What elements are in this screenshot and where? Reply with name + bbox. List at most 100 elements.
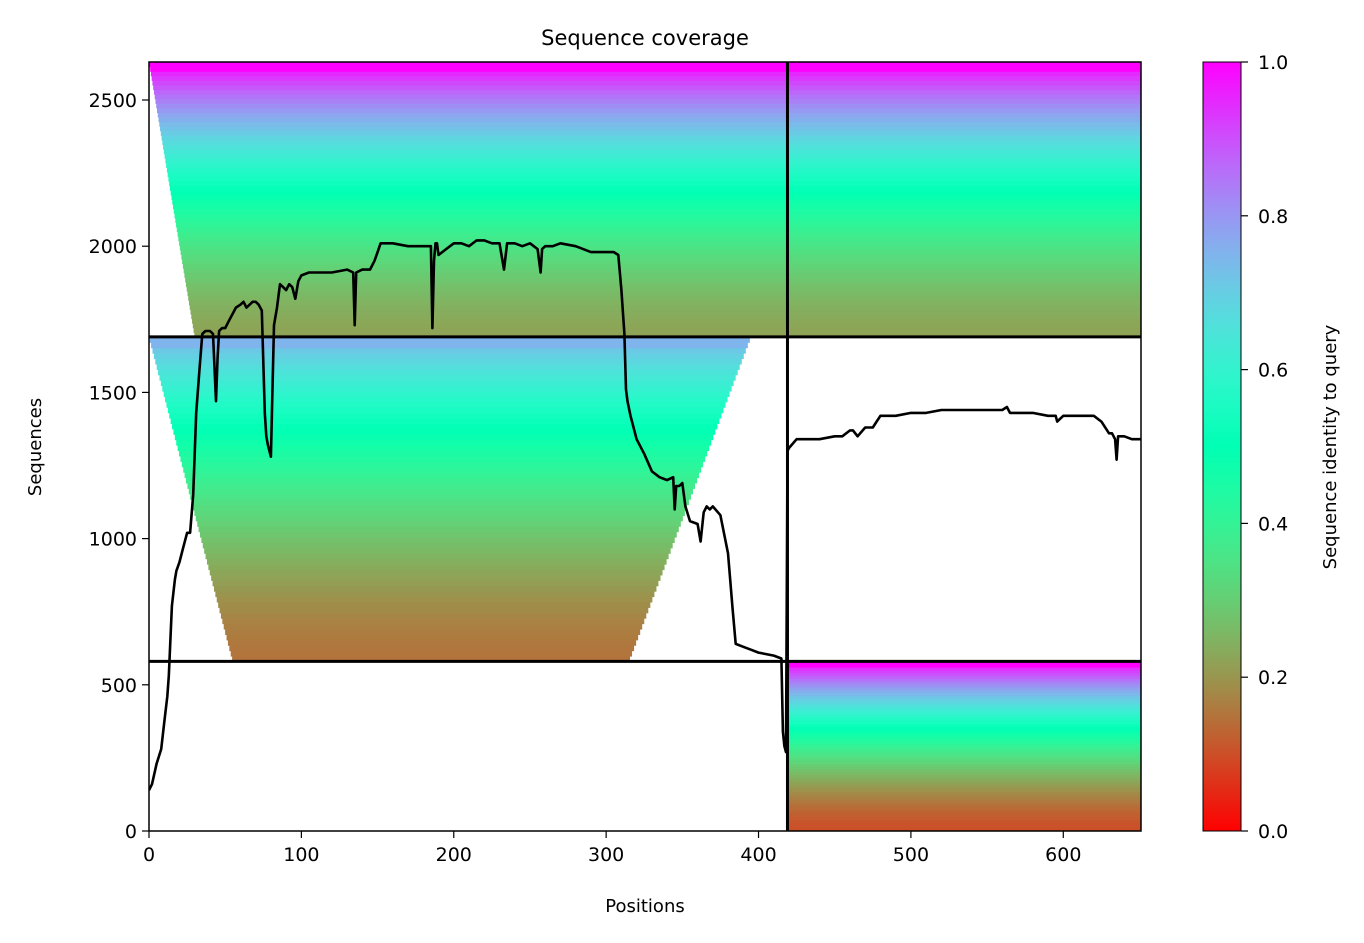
heatmap-band: [787, 763, 1141, 767]
heatmap-band: [182, 263, 788, 269]
x-tick-label: 400: [740, 844, 776, 866]
heatmap-band: [159, 121, 788, 127]
x-tick-label: 500: [893, 844, 929, 866]
heatmap-band: [787, 313, 1141, 320]
heatmap-band: [787, 135, 1141, 141]
heatmap-band: [205, 553, 669, 560]
heatmap-band: [173, 204, 788, 210]
heatmap-band: [787, 103, 1141, 109]
heatmap-band: [787, 712, 1141, 716]
heatmap-band: [158, 369, 738, 376]
heatmap-band: [215, 591, 655, 598]
coverage-line: [149, 239, 1141, 791]
heatmap-band: [787, 732, 1141, 736]
heatmap-band: [156, 103, 788, 109]
heatmap-band: [787, 277, 1141, 283]
heatmap-band: [204, 547, 671, 554]
heatmap-band: [163, 144, 788, 150]
heatmap-band: [787, 788, 1141, 793]
heatmap-band: [166, 162, 788, 168]
heatmap-band: [212, 580, 659, 587]
heatmap-band: [787, 814, 1141, 818]
heatmap-band: [787, 828, 1141, 831]
heatmap-band: [222, 618, 645, 625]
heatmap-band: [787, 249, 1141, 255]
colorbar-ticks: 0.0 0.2 0.4 0.6 0.8 1.0: [1241, 52, 1288, 843]
heatmap-band: [174, 434, 714, 441]
heatmap-band: [185, 277, 788, 283]
heatmap-band: [787, 116, 1141, 123]
colorbar-tick-label: 0.4: [1258, 513, 1288, 535]
heatmap-band: [173, 428, 716, 435]
heatmap-band: [174, 213, 788, 219]
heatmap-band: [787, 226, 1141, 233]
heatmap-band: [787, 667, 1141, 671]
heatmap-band: [187, 291, 788, 297]
heatmap-band: [170, 190, 788, 196]
heatmap-band: [182, 258, 788, 265]
heatmap-band: [181, 461, 704, 468]
heatmap-band: [184, 272, 788, 278]
heatmap-band: [185, 281, 788, 288]
heatmap-band: [787, 149, 1141, 155]
heatmap-band: [787, 664, 1141, 668]
heatmap-band: [186, 286, 788, 292]
heatmap-band: [787, 327, 1141, 333]
heatmap-band: [787, 98, 1141, 104]
heatmap-band: [230, 650, 633, 657]
heatmap-band: [157, 107, 788, 113]
heatmap-band: [787, 158, 1141, 164]
heatmap-band: [153, 84, 788, 91]
heatmap-band: [178, 236, 788, 242]
colorbar: [1202, 61, 1242, 832]
heatmap-band: [787, 737, 1141, 742]
heatmap-band: [787, 75, 1141, 81]
heatmap-band: [189, 300, 788, 306]
heatmap-band: [787, 62, 1141, 68]
heatmap-band: [232, 656, 631, 663]
heatmap-band: [787, 681, 1141, 685]
heatmap-band: [787, 80, 1141, 86]
heatmap-band: [787, 791, 1141, 795]
x-axis-label: Positions: [605, 896, 684, 917]
segment-divider-layer: [149, 62, 1141, 831]
heatmap-band: [787, 743, 1141, 747]
heatmap-band: [787, 139, 1141, 146]
heatmap-band: [787, 669, 1141, 674]
heatmap-band: [172, 423, 718, 430]
colorbar-tick-label: 0.2: [1258, 667, 1288, 689]
heatmap-band: [787, 700, 1141, 705]
heatmap-band: [787, 706, 1141, 711]
heatmap-band: [787, 89, 1141, 95]
heatmap-band: [787, 126, 1141, 132]
heatmap-band: [787, 703, 1141, 708]
heatmap-band: [225, 628, 641, 635]
colorbar-label: Sequence identity to query: [1320, 324, 1341, 569]
heatmap-band: [160, 126, 788, 132]
heatmap-band: [153, 89, 788, 95]
coverage-line-layer: [149, 239, 1141, 791]
heatmap-band: [156, 363, 740, 370]
heatmap-band: [787, 176, 1141, 182]
heatmap-band: [183, 466, 702, 473]
heatmap-band: [787, 780, 1141, 784]
heatmap-band: [787, 689, 1141, 694]
heatmap-band: [787, 217, 1141, 223]
heatmap-band: [787, 167, 1141, 173]
heatmap-band: [787, 771, 1141, 776]
heatmap-band: [164, 153, 788, 159]
heatmap-band: [183, 268, 788, 274]
heatmap-band: [175, 217, 788, 223]
heatmap-band: [787, 760, 1141, 764]
heatmap-band: [206, 558, 667, 565]
heatmap-layer: [149, 62, 1141, 831]
heatmap-band: [150, 71, 788, 77]
heatmap-band: [177, 231, 788, 237]
heatmap-band: [194, 509, 685, 516]
heatmap-band: [186, 477, 698, 484]
heatmap-band: [787, 204, 1141, 210]
heatmap-band: [787, 190, 1141, 196]
heatmap-band: [787, 715, 1141, 719]
heatmap-band: [787, 805, 1141, 809]
